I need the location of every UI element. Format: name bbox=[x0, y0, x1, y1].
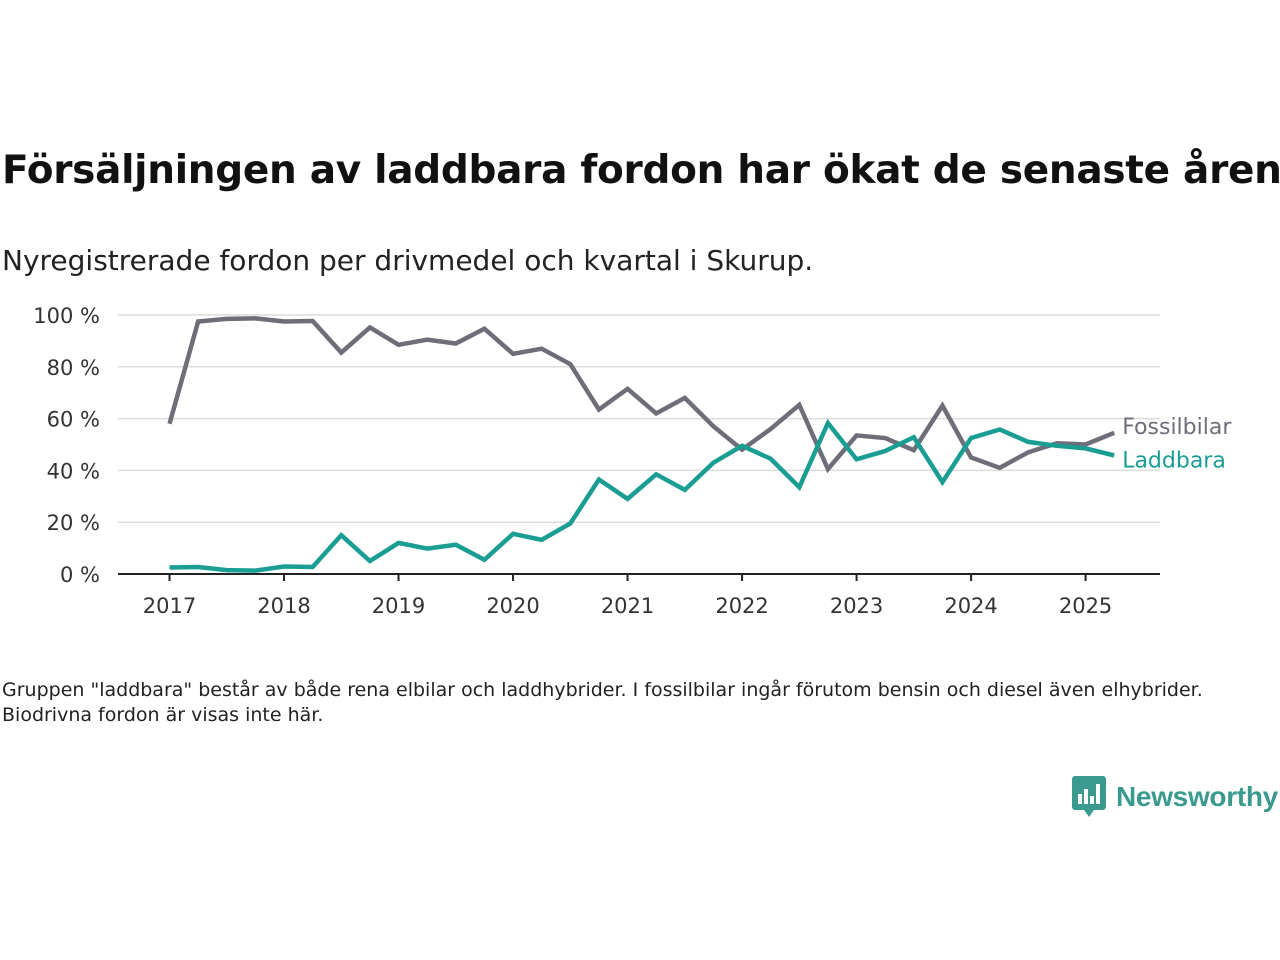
y-tick-label: 40 % bbox=[47, 459, 100, 483]
x-axis: 2017 2018 2019 2020 2021 2022 2023 2024 2025 bbox=[118, 573, 1160, 618]
series-lines bbox=[167, 316, 1116, 573]
x-tick-label: 2019 bbox=[372, 594, 425, 618]
series-line-fossilbilar bbox=[167, 316, 1116, 474]
series-labels: Fossilbilar Laddbara bbox=[1122, 415, 1232, 474]
brand-name: Newsworthy bbox=[1116, 781, 1278, 812]
chart-subtitle: Nyregistrerade fordon per drivmedel och … bbox=[2, 244, 814, 277]
y-tick-label: 100 % bbox=[33, 304, 100, 328]
y-tick-label: 20 % bbox=[47, 511, 100, 535]
line-chart: 0 % 20 % 40 % 60 % 80 % 100 % 2017 2018 2019 202… bbox=[33, 304, 1232, 618]
newsworthy-logo: Newsworthy bbox=[1072, 776, 1278, 818]
newsworthy-icon bbox=[1072, 776, 1106, 817]
series-label-fossilbilar: Fossilbilar bbox=[1122, 415, 1232, 440]
x-tick-label: 2024 bbox=[944, 594, 997, 618]
x-tick-label: 2022 bbox=[715, 594, 768, 618]
chart-title: Försäljningen av laddbara fordon har öka… bbox=[2, 148, 1280, 193]
y-tick-label: 80 % bbox=[47, 356, 100, 380]
x-tick-label: 2020 bbox=[486, 594, 539, 618]
y-tick-label: 0 % bbox=[60, 563, 100, 587]
footnote: Gruppen "laddbara" består av både rena e… bbox=[2, 679, 1203, 726]
y-tick-label: 60 % bbox=[47, 408, 100, 432]
series-line-laddbara bbox=[169, 418, 1115, 573]
y-axis-ticks: 0 % 20 % 40 % 60 % 80 % 100 % bbox=[33, 304, 100, 587]
gridlines bbox=[118, 314, 1160, 523]
x-tick-label: 2017 bbox=[143, 594, 196, 618]
x-tick-label: 2021 bbox=[601, 594, 654, 618]
x-tick-label: 2018 bbox=[257, 594, 310, 618]
x-tick-label: 2025 bbox=[1059, 594, 1112, 618]
series-label-laddbara: Laddbara bbox=[1122, 448, 1226, 473]
x-tick-label: 2023 bbox=[830, 594, 883, 618]
